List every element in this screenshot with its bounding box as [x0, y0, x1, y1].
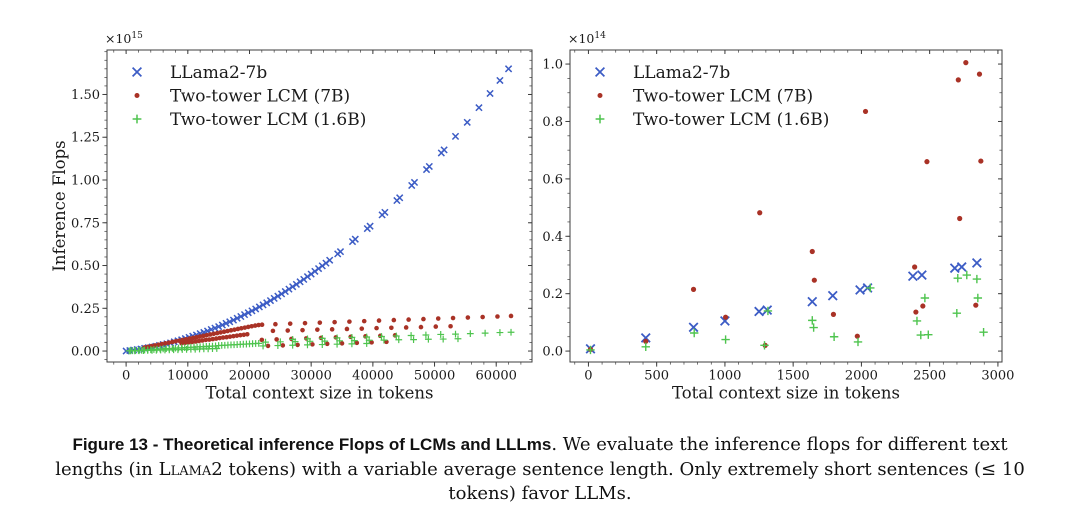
- figure-caption: Figure 13 - Theoretical inference Flops …: [0, 433, 1080, 507]
- caption-text-2b: tokens) with a variable average sentence…: [222, 458, 1025, 480]
- y-tick-label: 0.2: [542, 287, 563, 302]
- y-tick-label: 0.6: [542, 172, 563, 187]
- caption-line-3: tokens) favor LLMs.: [0, 482, 1080, 507]
- right-plot: 0 500 1000 1500 2000 2500 3000 0.0 0.2 0.4 0.6 0.8 1…: [542, 31, 1014, 403]
- series-two-tower-lcm-7b: [587, 60, 984, 352]
- x-tick-label: 1000: [708, 369, 741, 384]
- y-offset-label: ×1015: [105, 31, 143, 46]
- caption-text-3: tokens) favor LLMs.: [448, 483, 632, 504]
- y-tick-label: 0.50: [71, 259, 100, 274]
- legend: LLama2-7b Two-tower LCM (7B) Two-tower LCM…: [131, 63, 366, 130]
- caption-line-1: Figure 13 - Theoretical inference Flops …: [0, 433, 1080, 458]
- caption-figure-label: Figure 13 - Theoretical inference Flops …: [72, 435, 552, 454]
- caption-text-2a: lengths (in: [55, 458, 159, 480]
- plot-frame: [106, 49, 533, 363]
- x-axis-label: Total context size in tokens: [205, 384, 433, 403]
- x-tick-label: 3000: [981, 369, 1014, 384]
- figure-plots: 0 10000 20000 30000 40000 50000 600000.000.250…: [50, 31, 1014, 403]
- y-axis-ticks: 0.00 0.25 0.50 0.75 1.00 1.25 1.50: [71, 51, 532, 360]
- legend: LLama2-7b Two-tower LCM (7B) Two-tower LCM…: [594, 63, 829, 130]
- x-tick-label: 30000: [290, 369, 331, 384]
- y-axis-label: Inference Flops: [50, 140, 69, 271]
- y-offset-label: ×1014: [568, 31, 606, 46]
- left-plot: 0 10000 20000 30000 40000 50000 600000.000.250…: [50, 31, 533, 403]
- x-tick-label: 40000: [352, 369, 393, 384]
- x-tick-label: 2500: [913, 369, 946, 384]
- x-tick-label: 2000: [845, 369, 878, 384]
- legend-label-two-tower-lcm-7b: Two-tower LCM (7B): [170, 87, 350, 107]
- caption-text-1: . We evaluate the inference flops for di…: [551, 434, 1008, 455]
- y-axis-ticks: 0.0 0.2 0.4 0.6 0.8 1.0: [542, 58, 1002, 360]
- series-llama2-7b: [122, 65, 513, 355]
- y-tick-label: 0.0: [542, 345, 563, 360]
- y-tick-label: 1.50: [71, 88, 100, 103]
- x-axis-label: Total context size in tokens: [672, 384, 900, 403]
- y-tick-label: 0.00: [71, 345, 100, 360]
- legend-label-two-tower-lcm-7b: Two-tower LCM (7B): [633, 87, 813, 107]
- caption-line-2: lengths (in Llama2 tokens) with a variab…: [0, 458, 1080, 483]
- legend-label-llama2-7b: LLama2-7b: [170, 63, 267, 83]
- series-two-tower-lcm-1-6b: [125, 328, 515, 355]
- y-tick-label: 0.4: [542, 230, 563, 245]
- y-tick-label: 0.75: [71, 216, 100, 231]
- y-tick-label: 1.00: [71, 174, 100, 189]
- x-tick-label: 50000: [414, 369, 455, 384]
- x-axis-ticks: 0 10000 20000 30000 40000 50000 60000: [113, 50, 522, 384]
- legend-label-two-tower-lcm-1-6b: Two-tower LCM (1.6B): [633, 110, 829, 130]
- x-tick-label: 500: [644, 369, 669, 384]
- x-tick-label: 60000: [476, 369, 517, 384]
- plot-frame: [569, 49, 1003, 363]
- x-tick-label: 0: [584, 369, 592, 384]
- x-tick-label: 1500: [777, 369, 810, 384]
- legend-label-two-tower-lcm-1-6b: Two-tower LCM (1.6B): [170, 110, 366, 130]
- x-tick-label: 0: [122, 369, 130, 384]
- x-tick-label: 10000: [167, 369, 208, 384]
- x-tick-label: 20000: [229, 369, 270, 384]
- series-two-tower-lcm-1-6b: [586, 270, 988, 355]
- caption-llama2-smallcaps: Llama2: [158, 458, 223, 480]
- y-tick-label: 1.25: [71, 131, 100, 146]
- y-tick-label: 1.0: [542, 58, 563, 73]
- x-axis-ticks: 0 500 1000 1500 2000 2500 3000: [574, 50, 1014, 384]
- legend-label-llama2-7b: LLama2-7b: [633, 63, 730, 83]
- y-tick-label: 0.25: [71, 302, 100, 317]
- y-tick-label: 0.8: [542, 115, 563, 130]
